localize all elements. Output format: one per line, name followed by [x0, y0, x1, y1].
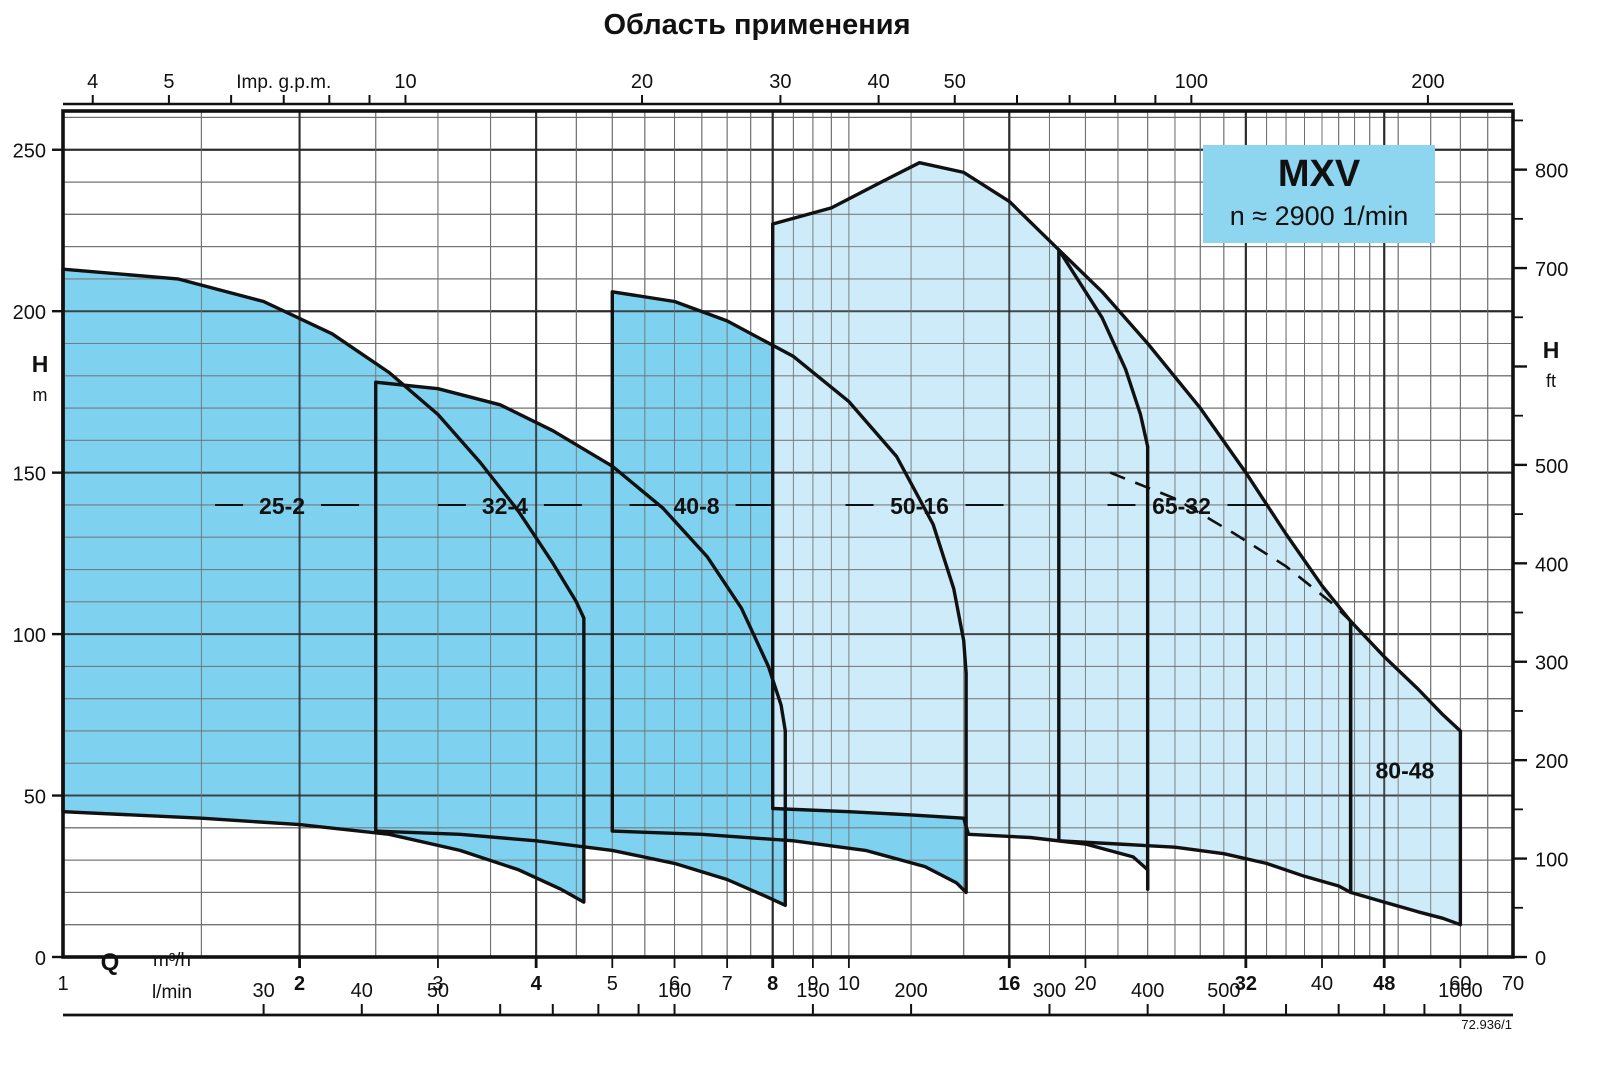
series-label-32-4: 32-4: [482, 493, 528, 519]
series-lower-curve-32-4: [374, 829, 787, 907]
bottom-axis-tick-label: 40: [1311, 973, 1333, 995]
lmin-axis-tick-label: 30: [252, 980, 274, 1002]
bottom-axis-tick-label: 8: [767, 973, 778, 995]
bottom-axis-tick-label: 6: [669, 973, 680, 995]
series-upper-curve-65-32: [1057, 248, 1353, 623]
top-axis-tick-label: 50: [944, 71, 966, 93]
mxv-badge-background: [1203, 145, 1435, 243]
left-axis-tick-label: 0: [35, 948, 46, 970]
series-label-65-32: 65-32: [1152, 493, 1211, 519]
bottom-axis-tick-label: 20: [1074, 973, 1096, 995]
bottom-axis-unit-lmin: l/min: [152, 982, 192, 1003]
bottom-axis-tick-label: 60: [1449, 973, 1471, 995]
top-axis-tick-label: 5: [163, 71, 174, 93]
dashed-boundary-layer: [1109, 471, 1352, 623]
series-upper-curve-25-2: [61, 267, 586, 620]
page-title: Область применения: [603, 9, 910, 41]
top-axis-tick-label: 200: [1411, 71, 1444, 93]
series-lower-curve-50-16: [771, 806, 1150, 891]
right-axis-tick-label: 800: [1535, 161, 1568, 183]
left-axis-unit: m: [33, 385, 48, 405]
top-axis-unit-label: Imp. g.p.m.: [236, 72, 331, 93]
top-axis-tick-label: 4: [87, 71, 98, 93]
top-axis-tick-label: 10: [394, 71, 416, 93]
series-label-40-8: 40-8: [674, 493, 720, 519]
left-axis-tick-label: 150: [13, 464, 46, 486]
bottom-axis-name-q: Q: [101, 949, 120, 976]
right-axis-tick-label: 300: [1535, 653, 1568, 675]
left-axis-tick-label: 50: [24, 787, 46, 809]
series-area-80-48: [1350, 621, 1461, 925]
lmin-axis-tick-label: 50: [427, 980, 449, 1002]
left-axis-tick-label: 100: [13, 625, 46, 647]
series-upper-curve-50-16: [771, 161, 1150, 449]
series-lower-curve-25-2: [61, 810, 586, 904]
left-axis-tick-label: 200: [13, 302, 46, 324]
series-label-80-48: 80-48: [1376, 758, 1435, 784]
lmin-axis-tick-label: 400: [1131, 980, 1164, 1002]
top-axis-tick-label: 40: [867, 71, 889, 93]
right-axis-name: H: [1543, 337, 1560, 363]
right-axis-tick-label: 400: [1535, 554, 1568, 576]
series-upper-curve-80-48: [1348, 619, 1463, 733]
lmin-axis-tick-label: 1000: [1438, 980, 1483, 1002]
top-axis-tick-label: 30: [769, 71, 791, 93]
lmin-axis-tick-label: 200: [894, 980, 927, 1002]
top-axis-tick-label: 20: [631, 71, 653, 93]
series-label-50-16: 50-16: [890, 493, 949, 519]
series-area-65-32: [1058, 249, 1351, 893]
right-axis-tick-label: 500: [1535, 456, 1568, 478]
bottom-axis-tick-label: 9: [807, 973, 818, 995]
mxv-badge: MXV n ≈ 2900 1/min: [1203, 145, 1435, 243]
bottom-axis-tick-label: 32: [1235, 973, 1257, 995]
plot-frame: [61, 109, 1515, 959]
bottom-axis-tick-label: 10: [838, 973, 860, 995]
bottom-axis-tick-label: 2: [294, 973, 305, 995]
bottom-axis-unit-m3h: m³/h: [153, 950, 191, 971]
series-label-25-2: 25-2: [259, 493, 305, 519]
series-lower-curve-80-48: [1348, 890, 1463, 927]
series-area-50-16: [772, 162, 1148, 890]
right-axis-tick-label: 700: [1535, 259, 1568, 281]
bottom-axis-tick-label: 3: [432, 973, 443, 995]
document-code: 72.936/1: [1461, 1017, 1512, 1032]
right-axis-unit: ft: [1546, 371, 1556, 391]
bottom-axis-tick-label: 1: [57, 973, 68, 995]
bottom-axis-tick-label: 4: [531, 973, 543, 995]
lmin-axis-tick-label: 150: [796, 980, 829, 1002]
lmin-axis-tick-label: 100: [658, 980, 691, 1002]
series-area-layer: [63, 162, 1461, 925]
mxv-badge-title: MXV: [1278, 153, 1361, 195]
bottom-axis-tick-label: 16: [998, 973, 1020, 995]
lmin-axis-tick-label: 40: [351, 980, 373, 1002]
bottom-axis-tick-label: 7: [722, 973, 733, 995]
lmin-axis-tick-label: 300: [1033, 980, 1066, 1002]
left-axis-tick-label: 250: [13, 141, 46, 163]
series-upper-curve-40-8: [610, 290, 968, 675]
series-label-layer: 25-2 32-4 40-8 50-16 65-32 80-48: [215, 493, 1435, 784]
bottom-axis-tick-label: 48: [1373, 973, 1395, 995]
right-axis-tick-label: 100: [1535, 850, 1568, 872]
series-lower-curve-40-8: [610, 829, 968, 895]
plot-border: [61, 109, 1515, 959]
mxv-badge-speed: n ≈ 2900 1/min: [1230, 201, 1408, 231]
top-axis-tick-label: 100: [1175, 71, 1208, 93]
right-axis-tick-label: 0: [1535, 948, 1546, 970]
bottom-axis-tick-label: 70: [1502, 973, 1524, 995]
right-axis-tick-label: 200: [1535, 751, 1568, 773]
dashed-boundary: [1109, 471, 1352, 623]
bottom-axis-tick-label: 5: [607, 973, 618, 995]
left-axis-name: H: [32, 351, 49, 377]
series-lower-curve-65-32: [1057, 839, 1353, 895]
lmin-axis-tick-label: 500: [1207, 980, 1240, 1002]
